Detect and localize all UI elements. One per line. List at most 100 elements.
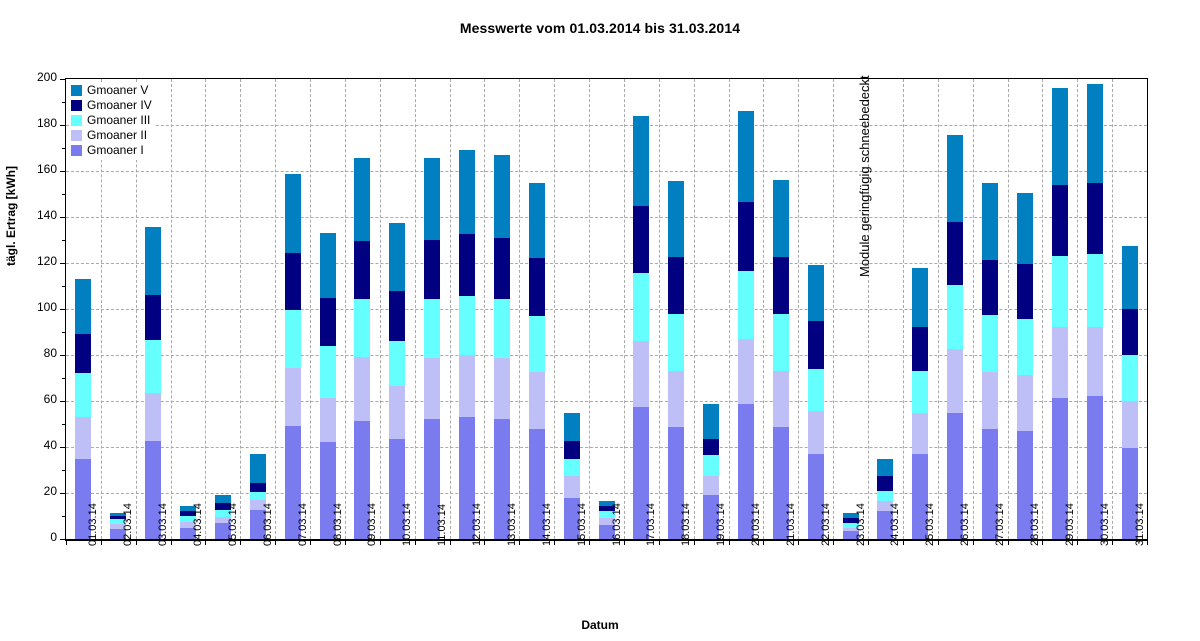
bar-segment-gmoaner-iii	[633, 273, 650, 342]
bar-14.03.14[interactable]	[528, 182, 545, 539]
x-axis-tick-label: 22.03.14	[819, 503, 832, 546]
bar-25.03.14[interactable]	[912, 267, 929, 539]
x-axis-tick	[1112, 539, 1114, 545]
x-axis-tick-label: 25.03.14	[924, 503, 937, 546]
bar-16.03.14[interactable]	[598, 501, 615, 539]
bar-segment-gmoaner-iii	[110, 519, 127, 525]
gridline-vertical	[170, 79, 172, 539]
bar-segment-gmoaner-ii	[703, 475, 720, 496]
bar-segment-gmoaner-i	[459, 417, 476, 539]
x-axis-tick-label: 01.03.14	[87, 503, 100, 546]
bar-07.03.14[interactable]	[284, 174, 301, 539]
bar-segment-gmoaner-iii	[1086, 253, 1103, 328]
bar-segment-gmoaner-i	[528, 428, 545, 539]
bar-22.03.14[interactable]	[807, 265, 824, 539]
bar-segment-gmoaner-iii	[982, 314, 999, 373]
bar-21.03.14[interactable]	[772, 180, 789, 539]
y-axis-minor-tick	[62, 286, 66, 287]
bar-31.03.14[interactable]	[1121, 245, 1138, 539]
y-axis-minor-tick	[62, 332, 66, 333]
bar-18.03.14[interactable]	[668, 181, 685, 539]
bar-segment-gmoaner-ii	[598, 518, 615, 526]
legend-item[interactable]: Gmoaner III	[71, 113, 152, 128]
bar-segment-gmoaner-iii	[598, 511, 615, 519]
bar-06.03.14[interactable]	[249, 453, 266, 539]
bar-02.03.14[interactable]	[110, 512, 127, 539]
bar-08.03.14[interactable]	[319, 233, 336, 539]
bar-17.03.14[interactable]	[633, 115, 650, 539]
bar-15.03.14[interactable]	[563, 412, 580, 539]
x-axis-tick-label: 16.03.14	[610, 503, 623, 546]
bar-segment-gmoaner-iv	[563, 441, 580, 459]
bar-segment-gmoaner-i	[1051, 397, 1068, 539]
y-axis-tick	[60, 493, 66, 494]
bar-05.03.14[interactable]	[214, 495, 231, 539]
gridline-vertical	[972, 79, 974, 539]
bar-23.03.14[interactable]	[842, 512, 859, 539]
bar-19.03.14[interactable]	[703, 404, 720, 539]
gridline-vertical	[135, 79, 137, 539]
bar-segment-gmoaner-iv	[598, 505, 615, 512]
bar-01.03.14[interactable]	[75, 279, 92, 539]
bar-segment-gmoaner-v	[75, 279, 92, 335]
bar-segment-gmoaner-iv	[877, 475, 894, 491]
y-axis-tick-label: 0	[50, 530, 57, 544]
bar-segment-gmoaner-ii	[459, 355, 476, 418]
gridline-vertical	[449, 79, 451, 539]
bar-04.03.14[interactable]	[180, 505, 197, 539]
x-axis-tick	[170, 539, 172, 545]
bar-segment-gmoaner-ii	[772, 371, 789, 428]
gridline-vertical	[414, 79, 416, 539]
bar-segment-gmoaner-ii	[249, 499, 266, 511]
bar-12.03.14[interactable]	[459, 150, 476, 539]
bar-11.03.14[interactable]	[424, 158, 441, 539]
x-axis-tick	[275, 539, 277, 545]
bar-segment-gmoaner-iv	[214, 503, 231, 511]
bar-segment-gmoaner-v	[563, 412, 580, 442]
bar-segment-gmoaner-iii	[459, 296, 476, 356]
bar-27.03.14[interactable]	[982, 182, 999, 539]
bar-segment-gmoaner-iv	[354, 241, 371, 299]
bar-segment-gmoaner-iv	[947, 221, 964, 285]
x-axis-tick-label: 30.03.14	[1098, 503, 1111, 546]
bar-30.03.14[interactable]	[1086, 83, 1103, 539]
bar-segment-gmoaner-i	[319, 442, 336, 539]
bar-segment-gmoaner-ii	[389, 386, 406, 439]
legend-swatch-icon	[71, 100, 82, 111]
bar-29.03.14[interactable]	[1051, 88, 1068, 539]
y-axis-tick-label: 200	[36, 70, 57, 84]
bar-segment-gmoaner-iv	[145, 295, 162, 341]
bar-10.03.14[interactable]	[389, 222, 406, 539]
legend-item[interactable]: Gmoaner IV	[71, 98, 152, 113]
bar-20.03.14[interactable]	[737, 111, 754, 539]
bar-segment-gmoaner-v	[424, 158, 441, 241]
bar-13.03.14[interactable]	[493, 154, 510, 539]
bar-segment-gmoaner-iv	[633, 205, 650, 274]
x-axis-tick	[1147, 539, 1148, 545]
bar-segment-gmoaner-i	[772, 427, 789, 539]
bar-segment-gmoaner-iii	[737, 271, 754, 339]
bar-segment-gmoaner-iv	[737, 202, 754, 272]
legend-item[interactable]: Gmoaner V	[71, 83, 152, 98]
bar-segment-gmoaner-v	[1051, 88, 1068, 185]
bar-03.03.14[interactable]	[145, 227, 162, 539]
x-axis-tick-label: 02.03.14	[122, 503, 135, 546]
bar-24.03.14[interactable]	[877, 458, 894, 539]
gridline-horizontal	[66, 355, 1147, 356]
bar-28.03.14[interactable]	[1016, 192, 1033, 539]
legend-item[interactable]: Gmoaner II	[71, 128, 152, 143]
x-axis-tick-label: 13.03.14	[505, 503, 518, 546]
legend-item[interactable]: Gmoaner I	[71, 143, 152, 158]
y-axis-tick	[60, 171, 66, 172]
bar-segment-gmoaner-ii	[75, 417, 92, 459]
y-axis-tick	[60, 125, 66, 126]
bar-segment-gmoaner-ii	[1086, 327, 1103, 397]
bar-segment-gmoaner-v	[912, 267, 929, 328]
bar-segment-gmoaner-iv	[75, 334, 92, 374]
x-axis-tick	[205, 539, 207, 545]
bar-26.03.14[interactable]	[947, 135, 964, 539]
x-axis-tick-label: 18.03.14	[680, 503, 693, 546]
bar-09.03.14[interactable]	[354, 158, 371, 539]
bar-segment-gmoaner-i	[842, 530, 859, 539]
bar-segment-gmoaner-iv	[1051, 184, 1068, 257]
